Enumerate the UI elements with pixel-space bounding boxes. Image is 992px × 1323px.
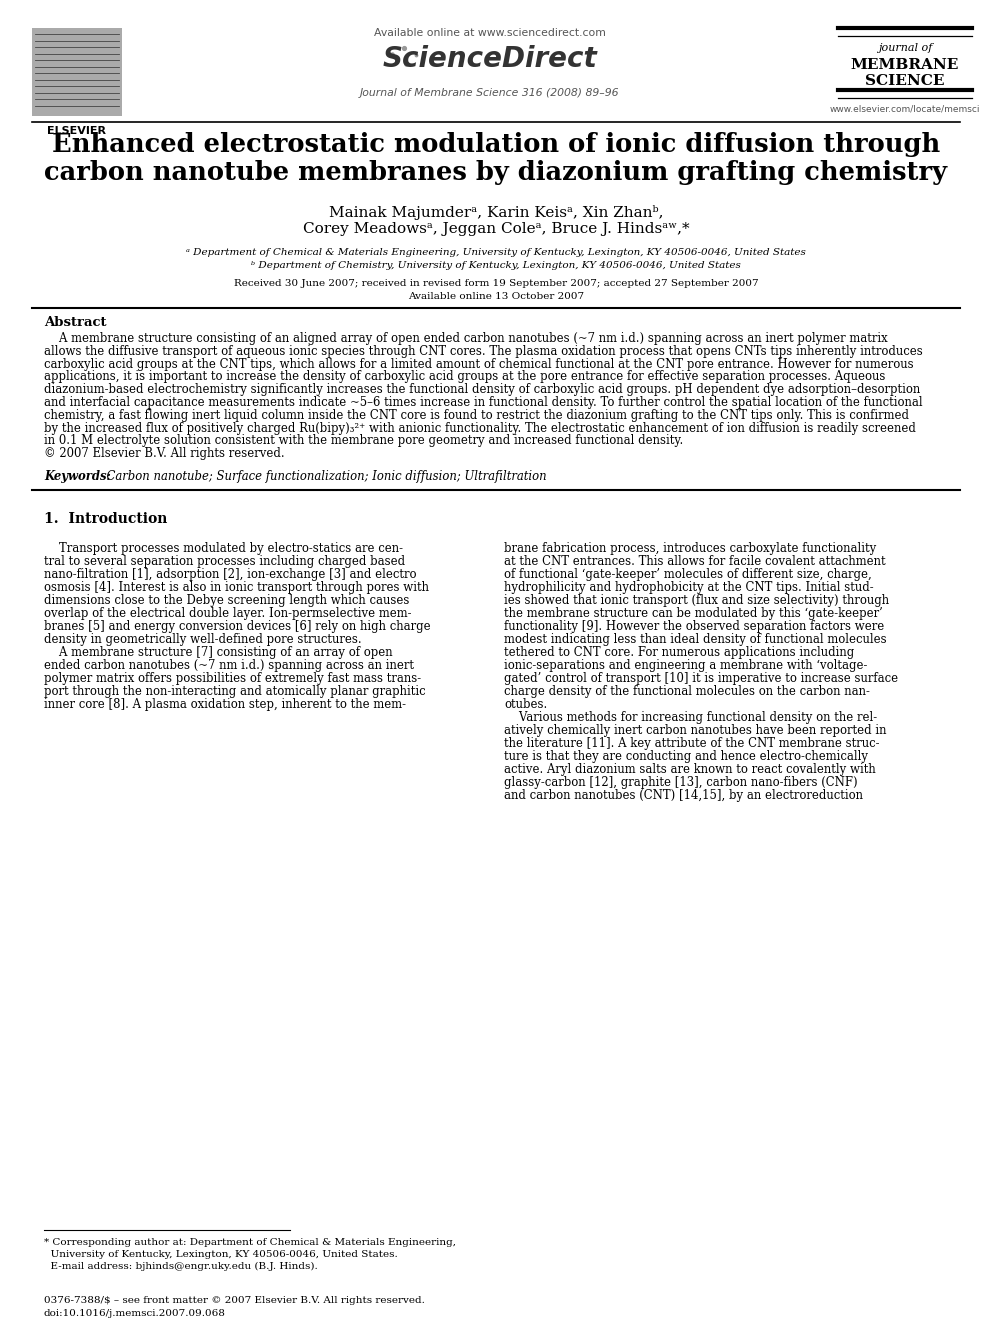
Text: Enhanced electrostatic modulation of ionic diffusion through: Enhanced electrostatic modulation of ion…: [52, 132, 940, 157]
Text: Available online at www.sciencedirect.com: Available online at www.sciencedirect.co…: [374, 28, 606, 38]
Text: © 2007 Elsevier B.V. All rights reserved.: © 2007 Elsevier B.V. All rights reserved…: [44, 447, 285, 460]
Text: Available online 13 October 2007: Available online 13 October 2007: [408, 292, 584, 302]
Text: active. Aryl diazonium salts are known to react covalently with: active. Aryl diazonium salts are known t…: [504, 763, 876, 777]
Text: density in geometrically well-defined pore structures.: density in geometrically well-defined po…: [44, 632, 362, 646]
Text: www.elsevier.com/locate/memsci: www.elsevier.com/locate/memsci: [829, 105, 980, 112]
Text: diazonium-based electrochemistry significantly increases the functional density : diazonium-based electrochemistry signifi…: [44, 384, 921, 396]
Text: ture is that they are conducting and hence electro-chemically: ture is that they are conducting and hen…: [504, 750, 868, 763]
Text: dimensions close to the Debye screening length which causes: dimensions close to the Debye screening …: [44, 594, 410, 607]
Text: otubes.: otubes.: [504, 699, 548, 710]
Text: A membrane structure [7] consisting of an array of open: A membrane structure [7] consisting of a…: [44, 646, 393, 659]
Text: Carbon nanotube; Surface functionalization; Ionic diffusion; Ultrafiltration: Carbon nanotube; Surface functionalizati…: [99, 470, 547, 483]
Text: carbon nanotube membranes by diazonium grafting chemistry: carbon nanotube membranes by diazonium g…: [45, 160, 947, 185]
Text: 0376-7388/$ – see front matter © 2007 Elsevier B.V. All rights reserved.: 0376-7388/$ – see front matter © 2007 El…: [44, 1297, 425, 1304]
Text: polymer matrix offers possibilities of extremely fast mass trans-: polymer matrix offers possibilities of e…: [44, 672, 422, 685]
Text: ionic-separations and engineering a membrane with ‘voltage-: ionic-separations and engineering a memb…: [504, 659, 867, 672]
Text: Various methods for increasing functional density on the rel-: Various methods for increasing functiona…: [504, 710, 877, 724]
Text: ScienceDirect: ScienceDirect: [383, 45, 597, 73]
Text: A membrane structure consisting of an aligned array of open ended carbon nanotub: A membrane structure consisting of an al…: [44, 332, 888, 345]
Text: ended carbon nanotubes (~7 nm i.d.) spanning across an inert: ended carbon nanotubes (~7 nm i.d.) span…: [44, 659, 414, 672]
Text: brane fabrication process, introduces carboxylate functionality: brane fabrication process, introduces ca…: [504, 542, 876, 556]
Text: Received 30 June 2007; received in revised form 19 September 2007; accepted 27 S: Received 30 June 2007; received in revis…: [234, 279, 758, 288]
Text: University of Kentucky, Lexington, KY 40506-0046, United States.: University of Kentucky, Lexington, KY 40…: [44, 1250, 398, 1259]
Text: journal of: journal of: [878, 44, 932, 53]
Text: tral to several separation processes including charged based: tral to several separation processes inc…: [44, 556, 405, 568]
Text: ᵃ Department of Chemical & Materials Engineering, University of Kentucky, Lexing: ᵃ Department of Chemical & Materials Eng…: [186, 247, 806, 257]
Text: E-mail address: bjhinds@engr.uky.edu (B.J. Hinds).: E-mail address: bjhinds@engr.uky.edu (B.…: [44, 1262, 317, 1271]
Text: Mainak Majumderᵃ, Karin Keisᵃ, Xin Zhanᵇ,: Mainak Majumderᵃ, Karin Keisᵃ, Xin Zhanᵇ…: [328, 205, 664, 220]
Text: MEMBRANE: MEMBRANE: [851, 58, 959, 71]
Bar: [32, 28, 122, 116]
Text: Keywords:: Keywords:: [44, 470, 111, 483]
Text: carboxylic acid groups at the CNT tips, which allows for a limited amount of che: carboxylic acid groups at the CNT tips, …: [44, 357, 914, 370]
Text: ELSEVIER: ELSEVIER: [48, 126, 106, 136]
Text: ᵇ Department of Chemistry, University of Kentucky, Lexington, KY 40506-0046, Uni: ᵇ Department of Chemistry, University of…: [251, 261, 741, 270]
Text: tethered to CNT core. For numerous applications including: tethered to CNT core. For numerous appli…: [504, 646, 854, 659]
Text: branes [5] and energy conversion devices [6] rely on high charge: branes [5] and energy conversion devices…: [44, 620, 431, 632]
Text: doi:10.1016/j.memsci.2007.09.068: doi:10.1016/j.memsci.2007.09.068: [44, 1308, 226, 1318]
Text: applications, it is important to increase the density of carboxylic acid groups : applications, it is important to increas…: [44, 370, 886, 384]
Text: Journal of Membrane Science 316 (2008) 89–96: Journal of Membrane Science 316 (2008) 8…: [360, 89, 620, 98]
Text: hydrophilicity and hydrophobicity at the CNT tips. Initial stud-: hydrophilicity and hydrophobicity at the…: [504, 581, 874, 594]
Text: port through the non-interacting and atomically planar graphitic: port through the non-interacting and ato…: [44, 685, 426, 699]
Text: modest indicating less than ideal density of functional molecules: modest indicating less than ideal densit…: [504, 632, 887, 646]
Text: at the CNT entrances. This allows for facile covalent attachment: at the CNT entrances. This allows for fa…: [504, 556, 886, 568]
Text: inner core [8]. A plasma oxidation step, inherent to the mem-: inner core [8]. A plasma oxidation step,…: [44, 699, 406, 710]
Text: * Corresponding author at: Department of Chemical & Materials Engineering,: * Corresponding author at: Department of…: [44, 1238, 456, 1248]
Text: chemistry, a fast flowing inert liquid column inside the CNT core is found to re: chemistry, a fast flowing inert liquid c…: [44, 409, 909, 422]
Text: and interfacial capacitance measurements indicate ~5–6 times increase in functio: and interfacial capacitance measurements…: [44, 396, 923, 409]
Text: charge density of the functional molecules on the carbon nan-: charge density of the functional molecul…: [504, 685, 870, 699]
Text: of functional ‘gate-keeper’ molecules of different size, charge,: of functional ‘gate-keeper’ molecules of…: [504, 568, 872, 581]
Text: ies showed that ionic transport (flux and size selectivity) through: ies showed that ionic transport (flux an…: [504, 594, 889, 607]
Text: by the increased flux of positively charged Ru(bipy)₃²⁺ with anionic functionali: by the increased flux of positively char…: [44, 422, 916, 434]
Text: Corey Meadowsᵃ, Jeggan Coleᵃ, Bruce J. Hindsᵃʷ,*: Corey Meadowsᵃ, Jeggan Coleᵃ, Bruce J. H…: [303, 222, 689, 235]
Text: glassy-carbon [12], graphite [13], carbon nano-fibers (CNF): glassy-carbon [12], graphite [13], carbo…: [504, 777, 858, 789]
Text: allows the diffusive transport of aqueous ionic species through CNT cores. The p: allows the diffusive transport of aqueou…: [44, 345, 923, 357]
Text: osmosis [4]. Interest is also in ionic transport through pores with: osmosis [4]. Interest is also in ionic t…: [44, 581, 429, 594]
Text: overlap of the electrical double layer. Ion-permselective mem-: overlap of the electrical double layer. …: [44, 607, 412, 620]
Text: functionality [9]. However the observed separation factors were: functionality [9]. However the observed …: [504, 620, 884, 632]
Text: the membrane structure can be modulated by this ‘gate-keeper’: the membrane structure can be modulated …: [504, 607, 883, 620]
Text: and carbon nanotubes (CNT) [14,15], by an electroreduction: and carbon nanotubes (CNT) [14,15], by a…: [504, 789, 863, 802]
Text: atively chemically inert carbon nanotubes have been reported in: atively chemically inert carbon nanotube…: [504, 724, 887, 737]
Text: in 0.1 M electrolyte solution consistent with the membrane pore geometry and inc: in 0.1 M electrolyte solution consistent…: [44, 434, 683, 447]
Text: nano-filtration [1], adsorption [2], ion-exchange [3] and electro: nano-filtration [1], adsorption [2], ion…: [44, 568, 417, 581]
Text: Transport processes modulated by electro-statics are cen-: Transport processes modulated by electro…: [44, 542, 403, 556]
Text: 1.  Introduction: 1. Introduction: [44, 512, 168, 527]
Text: SCIENCE: SCIENCE: [865, 74, 944, 89]
Text: gated’ control of transport [10] it is imperative to increase surface: gated’ control of transport [10] it is i…: [504, 672, 898, 685]
Text: Abstract: Abstract: [44, 316, 106, 329]
Text: the literature [11]. A key attribute of the CNT membrane struc-: the literature [11]. A key attribute of …: [504, 737, 880, 750]
